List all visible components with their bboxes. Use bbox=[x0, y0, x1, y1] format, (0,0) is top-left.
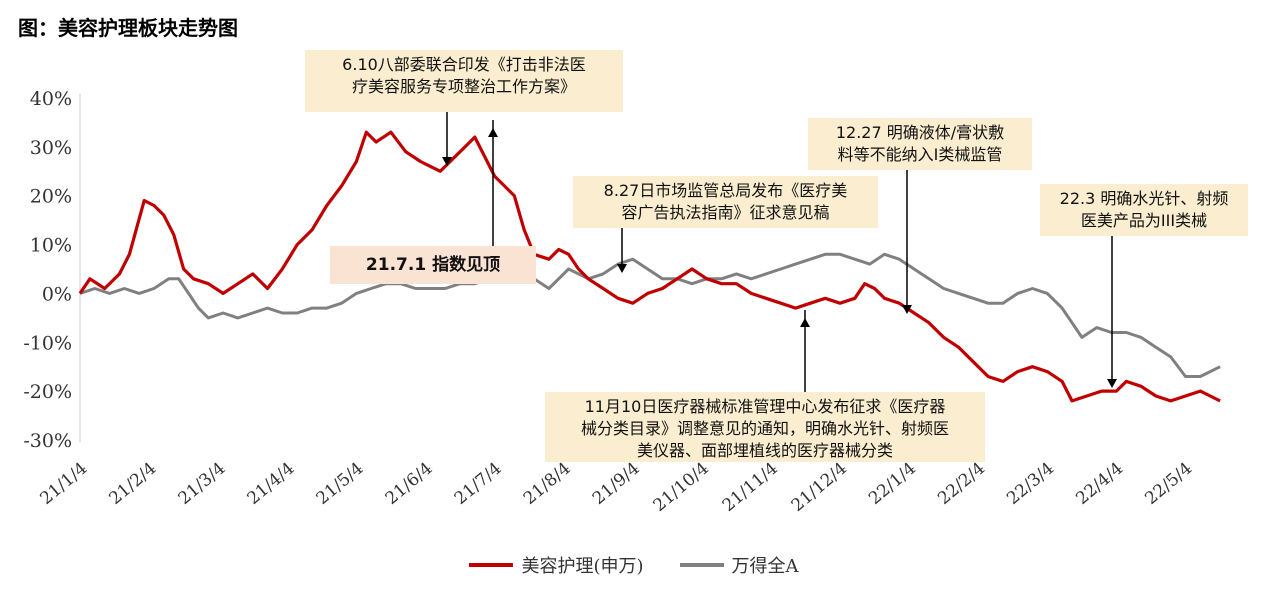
legend-item-beauty: 美容护理(申万) bbox=[469, 552, 644, 578]
y-tick-label: 20% bbox=[30, 186, 72, 208]
annotation-22-3-classification: 22.3 明确水光针、射频 医美产品为III类械 bbox=[1040, 184, 1248, 236]
legend-label-wind-a: 万得全A bbox=[731, 556, 799, 577]
annotation-0827-guideline: 8.27日市场监管总局发布《医疗美 容广告执法指南》征求意见稿 bbox=[573, 176, 878, 228]
x-tick-label: 22/4/4 bbox=[1072, 459, 1127, 509]
annotation-1227-regulation: 12.27 明确液体/膏状敷 料等不能纳入I类械监管 bbox=[808, 118, 1032, 170]
y-tick-label: 30% bbox=[30, 137, 72, 159]
arrow-22-3-head bbox=[1107, 379, 1117, 388]
x-tick-label: 21/5/4 bbox=[313, 459, 368, 509]
x-tick-label: 22/3/4 bbox=[1003, 459, 1058, 509]
x-tick-label: 21/3/4 bbox=[175, 459, 230, 509]
y-tick-label: -20% bbox=[23, 381, 72, 403]
x-tick-label: 21/11/4 bbox=[719, 459, 782, 516]
legend-label-beauty: 美容护理(申万) bbox=[521, 556, 644, 577]
x-tick-label: 22/5/4 bbox=[1141, 459, 1196, 509]
plot-lines bbox=[78, 130, 1221, 403]
legend-item-wind-a: 万得全A bbox=[679, 552, 799, 578]
x-tick-label: 21/4/4 bbox=[244, 459, 299, 509]
series-line-beauty bbox=[78, 130, 1221, 403]
x-tick-label: 21/7/4 bbox=[451, 459, 506, 509]
y-tick-label: 10% bbox=[30, 235, 72, 257]
y-axis: 40% 30% 20% 10% 0% -10% -20% -30% bbox=[23, 88, 81, 452]
y-tick-label: -10% bbox=[23, 332, 72, 354]
figure-title: 图：美容护理板块走势图 bbox=[18, 16, 238, 40]
annotation-1110-catalog: 11月10日医疗器械标准管理中心发布征求《医疗器 械分类目录》调整意见的通知，明… bbox=[545, 392, 985, 462]
x-tick-label: 21/6/4 bbox=[382, 459, 437, 509]
x-tick-label: 21/9/4 bbox=[589, 459, 644, 509]
x-tick-label: 21/10/4 bbox=[650, 459, 713, 516]
x-axis: 21/1/4 21/2/4 21/3/4 21/4/4 21/5/4 21/6/4 21/7… bbox=[36, 459, 1196, 516]
chart-legend: 美容护理(申万) 万得全A bbox=[0, 552, 1268, 578]
x-tick-label: 22/2/4 bbox=[934, 459, 989, 509]
legend-swatch-wind-a bbox=[679, 563, 724, 567]
x-tick-label: 21/1/4 bbox=[36, 459, 91, 509]
x-tick-label: 21/2/4 bbox=[105, 459, 160, 509]
series-line-wind-a bbox=[79, 252, 1221, 378]
annotation-0610-policy: 6.10八部委联合印发《打击非法医 疗美容服务专项整治工作方案》 bbox=[305, 50, 623, 112]
x-tick-label: 22/1/4 bbox=[865, 459, 920, 509]
legend-swatch-beauty bbox=[469, 563, 514, 567]
arrow-0610-head bbox=[442, 157, 452, 166]
arrow-1110-head bbox=[800, 318, 810, 327]
x-tick-label: 21/8/4 bbox=[520, 459, 575, 509]
y-tick-label: -30% bbox=[23, 430, 72, 452]
annotation-index-peak: 21.7.1 指数见顶 bbox=[330, 246, 536, 284]
arrow-0827-head bbox=[617, 264, 627, 273]
arrow-1227-head bbox=[902, 305, 912, 314]
y-tick-label: 0% bbox=[42, 283, 72, 305]
arrow-peak-head bbox=[488, 128, 498, 137]
y-tick-label: 40% bbox=[30, 88, 72, 110]
x-tick-label: 21/12/4 bbox=[788, 459, 851, 516]
